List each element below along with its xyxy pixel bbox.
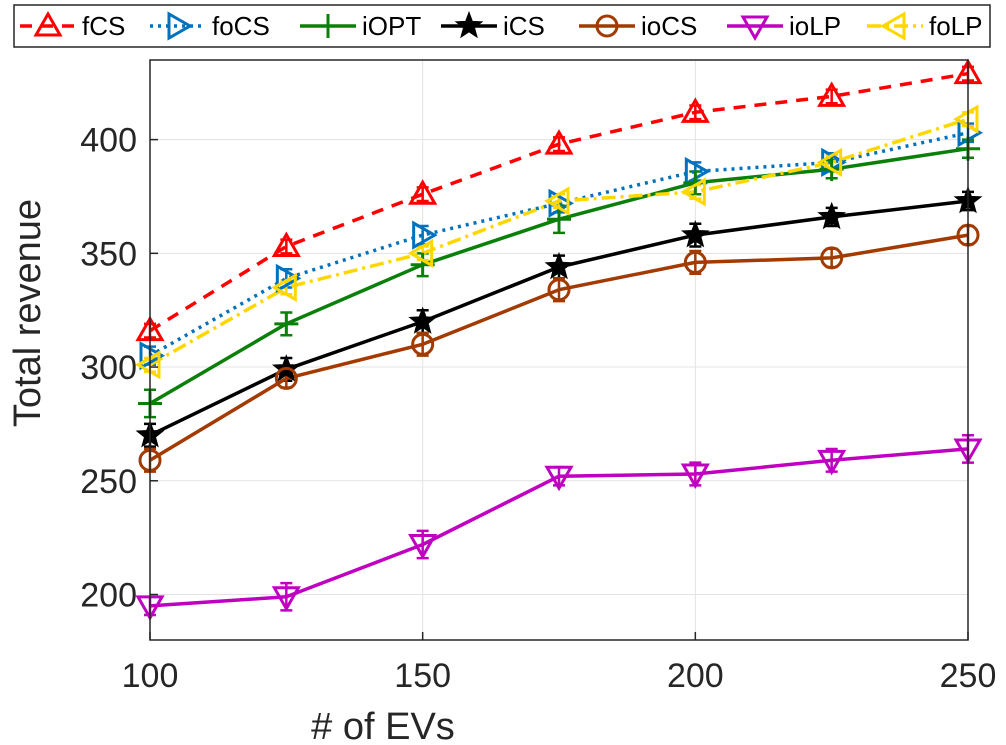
data-point-focs xyxy=(412,220,438,250)
legend-marker-fcs xyxy=(33,10,63,37)
legend-marker-folp xyxy=(879,11,906,41)
data-point-iocs xyxy=(274,366,298,390)
data-point-iopt xyxy=(274,311,299,336)
data-point-folp xyxy=(952,104,979,134)
legend-marker-iopt xyxy=(316,14,340,38)
data-point-iolp xyxy=(544,465,574,492)
data-point-folp xyxy=(680,177,706,207)
y-tick-label: 200 xyxy=(80,577,137,615)
data-point-fcs xyxy=(680,97,710,123)
data-point-ics xyxy=(817,201,847,230)
series-line-fcs xyxy=(149,71,969,333)
y-tick-label: 350 xyxy=(80,235,137,273)
legend-label-ics: iCS xyxy=(503,11,545,41)
data-point-folp xyxy=(543,186,570,216)
legend-marker-focs xyxy=(167,11,194,41)
y-tick-label: 300 xyxy=(80,349,137,387)
data-point-iocs xyxy=(683,250,707,274)
x-tick-label: 100 xyxy=(122,657,179,695)
data-point-ics xyxy=(680,219,710,248)
data-point-iolp xyxy=(680,463,710,489)
x-tick-label: 250 xyxy=(940,657,997,695)
series-line-iolp xyxy=(149,447,969,608)
legend-marker-iolp xyxy=(740,15,770,42)
data-point-focs xyxy=(139,341,166,371)
data-point-iolp xyxy=(271,586,301,612)
plot-frame xyxy=(149,59,969,641)
y-axis-label: Total revenue xyxy=(7,199,49,427)
series-markers xyxy=(134,58,984,621)
legend-marker-ics xyxy=(454,10,484,39)
legend-label-folp: foLP xyxy=(929,11,983,41)
series-line-folp xyxy=(149,117,969,367)
y-tick-label: 250 xyxy=(80,463,137,501)
data-point-iolp xyxy=(408,533,438,560)
legend-label-iolp: ioLP xyxy=(789,11,841,41)
legend-marker-iocs xyxy=(595,14,619,38)
legend-label-fcs: fCS xyxy=(82,11,125,41)
data-point-folp xyxy=(134,350,161,380)
y-tick-label: 400 xyxy=(80,122,137,160)
data-point-iolp xyxy=(817,449,847,476)
data-point-folp xyxy=(816,147,843,177)
x-axis-ticks: 100 150 200 250 xyxy=(122,632,997,695)
legend-label-focs: foCS xyxy=(212,11,270,41)
data-point-folp xyxy=(271,272,297,303)
data-point-iopt xyxy=(547,207,571,232)
data-point-fcs xyxy=(817,81,847,107)
data-point-iocs xyxy=(547,278,571,302)
x-tick-label: 150 xyxy=(394,657,451,695)
data-point-fcs xyxy=(544,129,574,155)
data-point-fcs xyxy=(271,231,301,258)
data-point-focs xyxy=(275,263,302,293)
legend: fCS foCS iOPT iCS ioCS ioLP foLP xyxy=(13,4,991,48)
legend-label-iocs: ioCS xyxy=(641,11,697,41)
data-point-ics xyxy=(544,251,574,280)
data-point-ics xyxy=(408,306,437,334)
data-point-folp xyxy=(407,238,434,268)
data-point-iocs xyxy=(820,246,844,270)
legend-label-iopt: iOPT xyxy=(362,11,421,41)
data-point-fcs xyxy=(408,179,438,205)
x-axis-label: # of EVs xyxy=(311,706,455,745)
data-point-iocs xyxy=(411,332,435,356)
x-tick-label: 200 xyxy=(667,657,724,695)
series-line-iocs xyxy=(149,233,969,462)
y-axis-ticks: 200 250 300 350 400 xyxy=(80,122,158,615)
